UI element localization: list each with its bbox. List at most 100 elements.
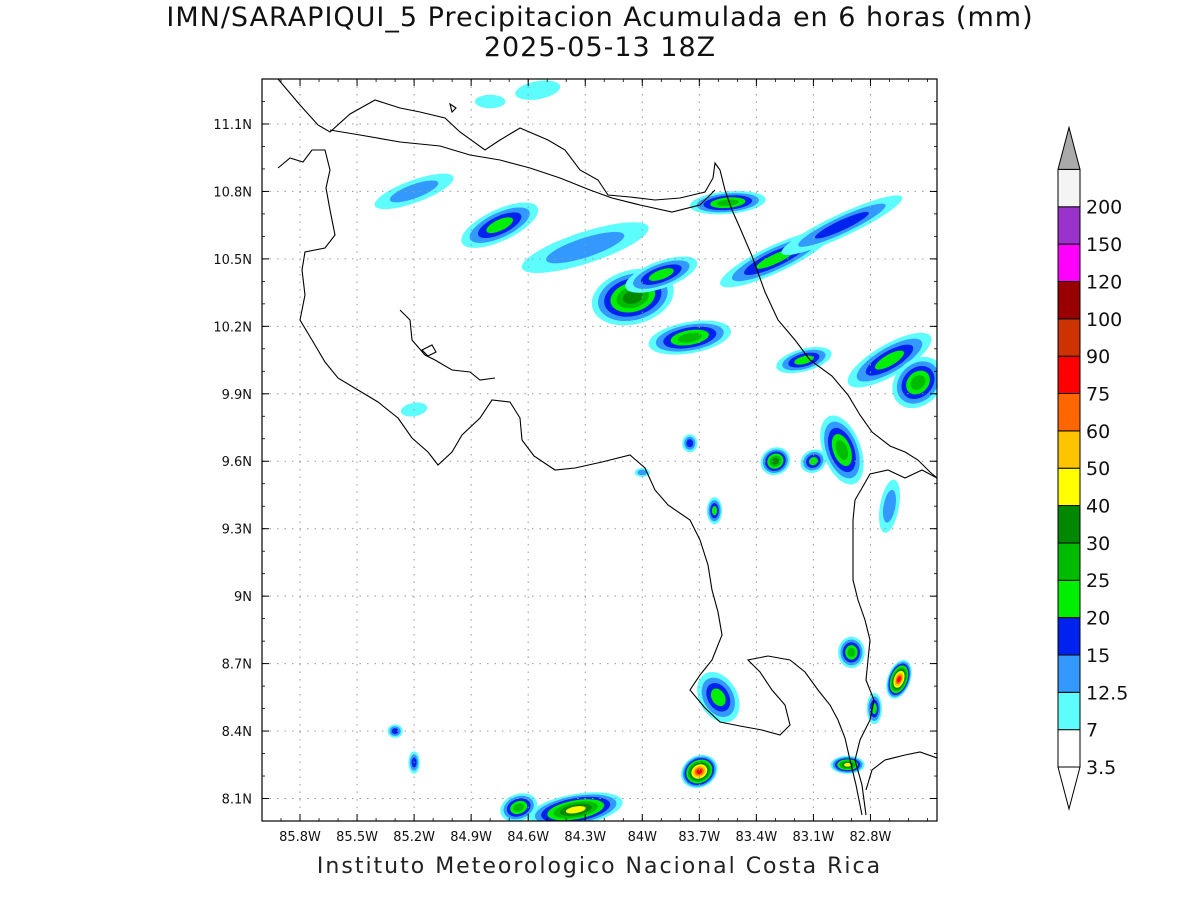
latitude-ticks: 8.1N 8.4N 8.7N 9N 9.3N 9.6N 9.9N 10.2N 10.5N 10.8…	[213, 78, 937, 822]
rain-contour-8-2	[814, 211, 869, 239]
rain-contour-4-3	[486, 217, 514, 234]
map-frame	[261, 78, 938, 822]
colorbar-label: 75	[1086, 384, 1110, 406]
y-tick-label: 8.4N	[222, 725, 252, 740]
colorbar-swatch	[1057, 280, 1081, 320]
colorbar-swatch	[1057, 579, 1081, 619]
colorbar-label: 40	[1086, 496, 1110, 518]
rain-contour-0-5	[622, 290, 643, 304]
rain-contour-18-9	[696, 768, 703, 775]
x-tick-label: 84W	[628, 830, 658, 845]
rain-contour-11-4	[910, 375, 926, 390]
coastline-north	[277, 79, 721, 201]
y-tick-label: 8.7N	[222, 658, 252, 673]
y-tick-label: 10.2N	[213, 320, 252, 335]
rain-contour-1-3	[648, 268, 674, 281]
colorbar-label: 20	[1086, 608, 1110, 630]
y-tick-label: 9.9N	[222, 388, 252, 403]
colorbar-label: 120	[1086, 271, 1122, 293]
colorbar-label: 150	[1086, 234, 1122, 256]
y-tick-label: 9N	[234, 590, 252, 605]
colorbar-swatch	[1057, 505, 1081, 544]
x-tick-label: 84.6W	[507, 830, 549, 845]
colorbar-swatch	[1057, 691, 1081, 731]
x-tick-label: 85.2W	[393, 830, 435, 845]
rain-contour-22-6	[844, 762, 852, 767]
colorbar-arrow-bottom	[1057, 766, 1081, 811]
coastline-pacific	[277, 149, 863, 816]
chart-title: IMN/SARAPIQUI_5 Precipitacion Acumulada …	[166, 2, 1034, 33]
colorbar-label: 15	[1086, 645, 1110, 667]
x-tick-label: 82.8W	[850, 830, 892, 845]
rain-contour-14-3	[808, 457, 818, 466]
rain-contour-2-4	[677, 332, 702, 343]
rain-contour-25-2	[391, 728, 399, 735]
chart-subtitle: 2025-05-13 18Z	[483, 32, 717, 63]
rain-contour-16-1	[883, 489, 896, 523]
colorbar-swatch	[1057, 168, 1081, 208]
rain-contour-5-1	[389, 180, 439, 203]
rain-contour-21-9	[897, 676, 901, 683]
rain-contour-12-4	[835, 440, 849, 460]
colorbar-swatch	[1057, 654, 1081, 693]
island-chira	[421, 344, 437, 357]
border-layer	[329, 129, 937, 816]
y-tick-label: 9.6N	[222, 455, 252, 470]
rain-contour-27-1	[637, 469, 647, 476]
rain-contour-31-0	[475, 94, 506, 109]
x-tick-label: 83.7W	[678, 830, 720, 845]
x-tick-label: 85.8W	[279, 830, 321, 845]
y-tick-label: 8.1N	[222, 793, 252, 808]
border-panama	[852, 469, 937, 816]
colorbar-swatch	[1057, 243, 1081, 283]
colorbar-swatch	[1057, 467, 1081, 507]
x-tick-label: 84.9W	[450, 830, 492, 845]
rain-contour-28-2	[686, 439, 694, 448]
colorbar-swatch	[1057, 617, 1081, 656]
y-tick-label: 10.8N	[213, 185, 252, 200]
colorbar-label: 7	[1086, 720, 1098, 742]
rain-contour-6-4	[716, 199, 739, 207]
coast-panama-pacific	[865, 751, 937, 791]
colorbar-label: 25	[1086, 570, 1110, 592]
credit-label: Instituto Meteorologico Nacional Costa R…	[316, 854, 883, 879]
colorbar-swatch	[1057, 430, 1081, 469]
colorbar-swatch	[1057, 355, 1081, 395]
rain-contour-10-3	[874, 350, 905, 370]
island-ometepe	[449, 102, 457, 114]
colorbar: 3.5 7 12.5 15 20 25 30 40 50 60 75 90 100 120 150 200	[1057, 125, 1128, 811]
colorbar-swatch	[1057, 729, 1081, 768]
x-tick-label: 83.4W	[735, 830, 777, 845]
y-tick-label: 10.5N	[213, 253, 252, 268]
colorbar-label: 12.5	[1086, 682, 1128, 704]
rain-contour-3-1	[546, 231, 625, 264]
border-nicaragua	[329, 129, 716, 213]
colorbar-label: 60	[1086, 421, 1110, 443]
rain-contour-13-5	[771, 457, 780, 465]
y-tick-label: 11.1N	[213, 118, 252, 133]
y-tick-label: 9.3N	[222, 523, 252, 538]
colorbar-label: 200	[1086, 197, 1122, 219]
colorbar-arrow-top	[1057, 125, 1081, 170]
x-tick-label: 85.5W	[336, 830, 378, 845]
x-tick-label: 83.1W	[793, 830, 835, 845]
x-tick-label: 84.3W	[564, 830, 606, 845]
grid-layer	[262, 79, 937, 821]
colorbar-label: 100	[1086, 309, 1122, 331]
nicoya-gulf-inner	[399, 309, 496, 381]
rain-contour-30-0	[515, 80, 561, 100]
colorbar-label: 50	[1086, 458, 1110, 480]
colorbar-label: 30	[1086, 533, 1110, 555]
colorbar-swatch	[1057, 206, 1081, 245]
colorbar-swatch	[1057, 542, 1081, 581]
longitude-ticks: 85.8W 85.5W 85.2W 84.9W 84.6W 84.3W 84W 83.7W 83…	[261, 79, 928, 845]
colorbar-swatch	[1057, 318, 1081, 357]
rain-contour-15-3	[711, 506, 718, 516]
rain-contour-23-4	[847, 647, 856, 657]
coastline-layer	[277, 79, 937, 816]
colorbar-label: 3.5	[1086, 757, 1116, 779]
coastline-caribbean	[719, 169, 937, 479]
colorbar-swatch	[1057, 393, 1081, 432]
rain-contour-17-3	[710, 688, 726, 707]
